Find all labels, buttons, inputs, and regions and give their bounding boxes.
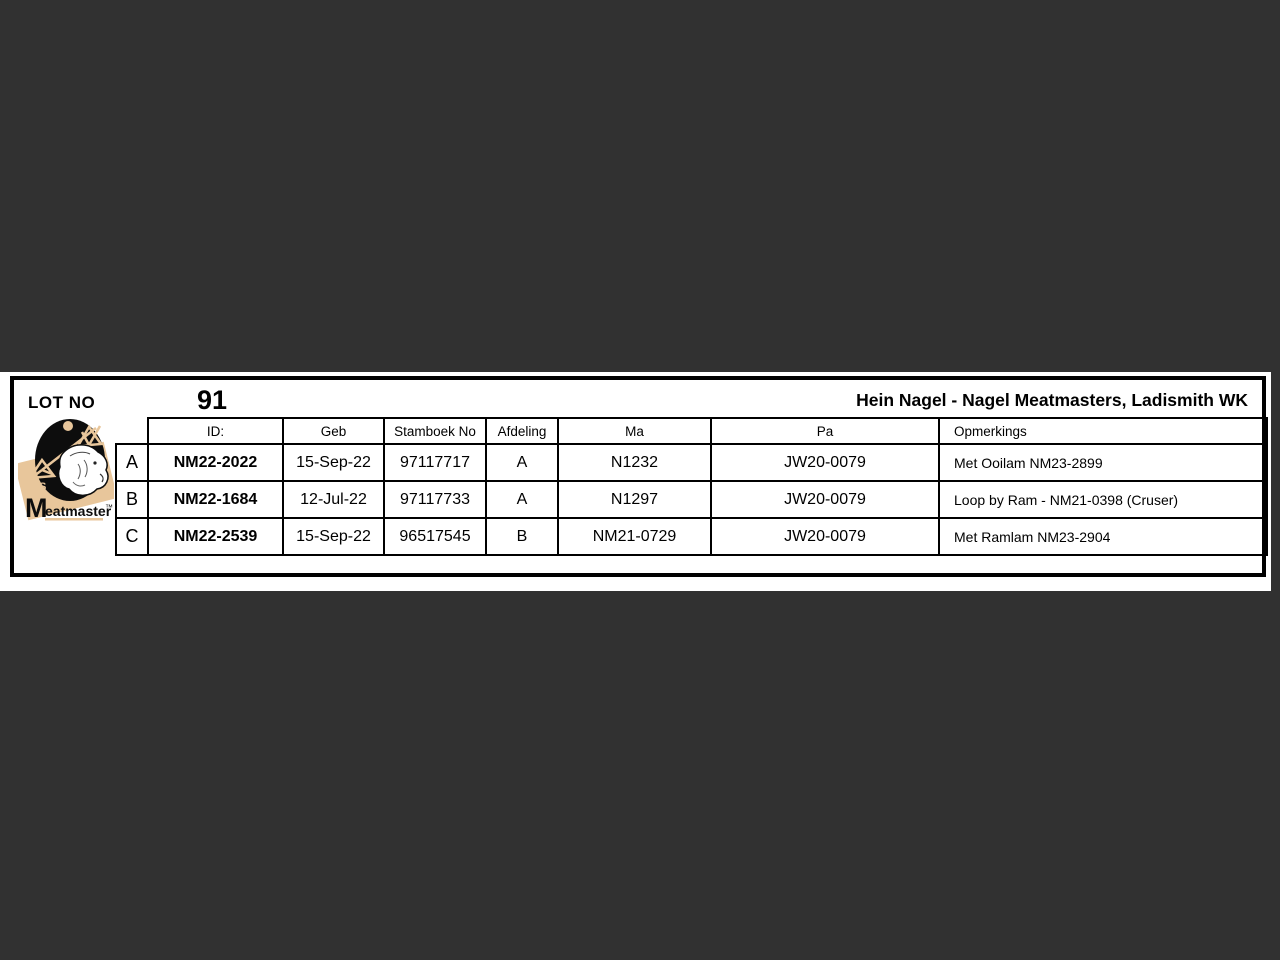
brand-initial: M <box>25 493 48 523</box>
brand-trademark: ™ <box>105 503 113 512</box>
brand-wordmark: M eatmaster ™ <box>25 493 113 523</box>
meatmaster-logo-graphic: S M eatmaster ™ <box>14 419 118 523</box>
lot-number-label: LOT NO <box>28 393 96 412</box>
col-header-id: ID: <box>147 417 284 445</box>
cell-afdeling: A <box>485 443 559 482</box>
col-header-afdeling: Afdeling <box>485 417 559 445</box>
table-row-a: A NM22-2022 15-Sep-22 97117717 A N1232 J… <box>115 443 1268 482</box>
cell-pa: JW20-0079 <box>710 517 940 556</box>
cell-pa: JW20-0079 <box>710 443 940 482</box>
col-header-stamboek-no: Stamboek No <box>383 417 487 445</box>
row-label: C <box>115 517 149 556</box>
col-header-opmerkings: Opmerkings <box>938 417 1268 445</box>
col-header-geb: Geb <box>282 417 385 445</box>
cell-stamboek-no: 97117717 <box>383 443 487 482</box>
lot-card: LOT NO 91 Hein Nagel - Nagel Meatmasters… <box>0 372 1271 591</box>
table-corner-spacer <box>116 418 148 444</box>
cell-stamboek-no: 96517545 <box>383 517 487 556</box>
cell-afdeling: A <box>485 480 559 519</box>
cell-id: NM22-2022 <box>147 443 284 482</box>
brand-rest: eatmaster <box>45 503 112 519</box>
lot-number-value: 91 <box>197 385 228 415</box>
cell-id: NM22-1684 <box>147 480 284 519</box>
cell-geb: 15-Sep-22 <box>282 517 385 556</box>
sheep-head-icon <box>57 444 109 497</box>
meatmaster-logo: S M eatmaster ™ <box>14 416 118 528</box>
table-row-b: B NM22-1684 12-Jul-22 97117733 A N1297 J… <box>115 480 1268 519</box>
cell-ma: N1232 <box>557 443 712 482</box>
cell-ma: N1297 <box>557 480 712 519</box>
row-label: B <box>115 480 149 519</box>
scale-letter: S <box>39 481 46 493</box>
cell-afdeling: B <box>485 517 559 556</box>
table-header-row: ID: Geb Stamboek No Afdeling Ma Pa Opmer… <box>116 417 1268 445</box>
col-header-pa: Pa <box>710 417 940 445</box>
cell-geb: 15-Sep-22 <box>282 443 385 482</box>
lot-table: ID: Geb Stamboek No Afdeling Ma Pa Opmer… <box>115 417 1268 556</box>
row-label: A <box>115 443 149 482</box>
cell-geb: 12-Jul-22 <box>282 480 385 519</box>
cell-stamboek-no: 97117733 <box>383 480 487 519</box>
cell-opmerkings: Loop by Ram - NM21-0398 (Cruser) <box>938 480 1268 519</box>
cell-pa: JW20-0079 <box>710 480 940 519</box>
breeder-title: Hein Nagel - Nagel Meatmasters, Ladismit… <box>856 390 1248 410</box>
col-header-ma: Ma <box>557 417 712 445</box>
cell-opmerkings: Met Ooilam NM23-2899 <box>938 443 1268 482</box>
cell-id: NM22-2539 <box>147 517 284 556</box>
table-row-c: C NM22-2539 15-Sep-22 96517545 B NM21-07… <box>115 517 1268 556</box>
cell-ma: NM21-0729 <box>557 517 712 556</box>
cell-opmerkings: Met Ramlam NM23-2904 <box>938 517 1268 556</box>
